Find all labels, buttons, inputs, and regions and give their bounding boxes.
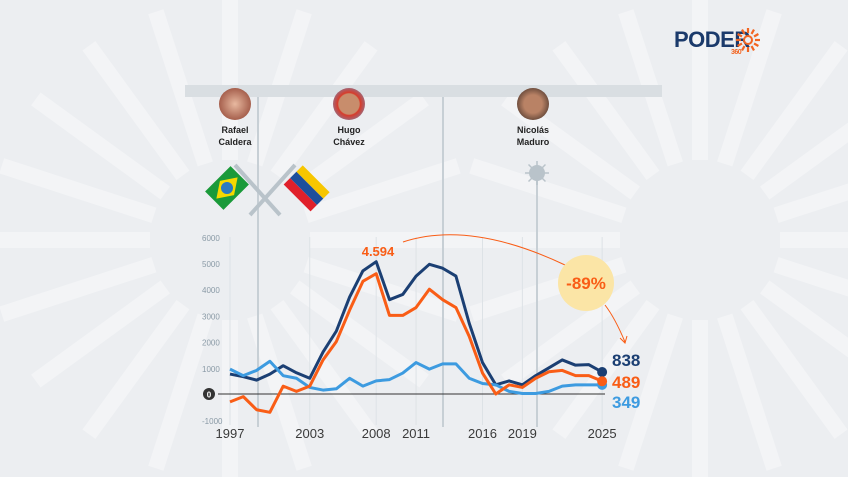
- ray: [552, 41, 660, 180]
- divider-line: [442, 97, 444, 427]
- avatar: [219, 88, 251, 120]
- ray: [740, 41, 848, 180]
- leader-caldera: Rafael Caldera: [200, 88, 270, 148]
- x-tick-label: 1997: [216, 426, 245, 441]
- y-tick-label: 6000: [202, 234, 220, 243]
- x-tick-label: 2011: [402, 426, 430, 441]
- flags: [205, 163, 330, 217]
- y-tick-label: 3000: [202, 312, 220, 321]
- covid-line: [536, 175, 538, 427]
- ray: [148, 9, 213, 167]
- series-line: [229, 272, 603, 414]
- y-tick-label: 1000: [202, 365, 220, 374]
- ray: [760, 122, 848, 200]
- end-label: 838: [612, 351, 640, 370]
- change-label: -89%: [566, 274, 606, 293]
- brazil-flag: [205, 166, 249, 210]
- ray: [618, 313, 683, 471]
- leader-chavez: Hugo Chávez: [314, 88, 384, 148]
- x-tick-label: 2025: [588, 426, 617, 441]
- venezuela-flag: [283, 165, 330, 212]
- peak-label: 4.594: [362, 244, 395, 259]
- y-tick-label: 5000: [202, 260, 220, 269]
- series-line: [229, 260, 603, 387]
- avatar: [517, 88, 549, 120]
- zero-marker: [203, 388, 215, 400]
- ray: [31, 280, 170, 388]
- change-bubble: [558, 255, 614, 311]
- divider-line: [257, 97, 259, 427]
- x-tick-label: 2003: [295, 426, 324, 441]
- ray: [270, 300, 378, 439]
- ray: [82, 300, 190, 439]
- ray: [717, 313, 782, 471]
- y-tick-label: 0: [207, 391, 212, 400]
- x-tick-label: 2019: [508, 426, 537, 441]
- ray: [501, 280, 640, 388]
- x-tick-label: 2008: [362, 426, 391, 441]
- ray: [290, 280, 429, 388]
- y-tick-label: 4000: [202, 286, 220, 295]
- ray: [31, 92, 170, 200]
- end-label: 489: [612, 373, 640, 392]
- end-point: [597, 376, 608, 387]
- poder360-logo: PODER 360: [674, 27, 760, 56]
- ray: [290, 92, 429, 200]
- arrow-line: [402, 234, 566, 266]
- ray: [148, 313, 213, 471]
- series-line: [229, 359, 603, 395]
- sun-logo-icon: [736, 28, 760, 52]
- ray: [773, 257, 848, 297]
- ray: [773, 183, 848, 223]
- ray: [82, 41, 190, 180]
- ray: [717, 9, 782, 167]
- coronavirus-icon: [525, 161, 549, 185]
- ray: [469, 158, 627, 223]
- ray: [740, 300, 848, 439]
- y-tick-label: -1000: [202, 417, 223, 426]
- end-point: [597, 367, 608, 378]
- leader-maduro: Nicolás Maduro: [498, 88, 568, 148]
- ray: [303, 158, 461, 223]
- ray: [0, 158, 157, 223]
- ray: [760, 280, 848, 358]
- end-label: 349: [612, 393, 640, 412]
- x-tick-label: 2016: [468, 426, 497, 441]
- ray: [270, 41, 378, 180]
- arrow-head: [604, 304, 628, 344]
- ray: [0, 257, 157, 322]
- avatar: [333, 88, 365, 120]
- y-tick-label: 2000: [202, 339, 220, 348]
